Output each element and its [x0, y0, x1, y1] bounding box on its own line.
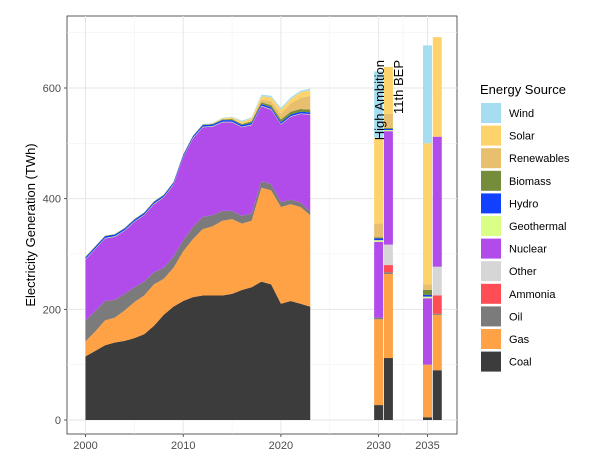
bar-2-nuclear	[383, 131, 393, 245]
legend-key-other	[481, 261, 501, 282]
legend-key-biomass	[481, 170, 501, 191]
bar-3-hydro	[423, 294, 432, 297]
bar-1-geothermal	[374, 240, 384, 242]
legend-key-wind	[481, 103, 501, 123]
legend-label-coal: Coal	[509, 357, 532, 369]
bar-3-coal	[423, 417, 432, 420]
bar-3-solar	[423, 143, 432, 285]
legend-label-renewables: Renewables	[509, 153, 570, 165]
historical-areas	[85, 88, 311, 420]
legend-key-solar	[481, 125, 501, 146]
bar-1-solar	[374, 137, 384, 224]
x-tick-label: 2035	[415, 440, 439, 452]
bar-2-hydro	[383, 128, 393, 131]
bar-1-wind	[374, 71, 384, 138]
x-tick-label: 2010	[171, 440, 195, 452]
bar-3-wind	[423, 45, 432, 144]
bar-2-oil	[383, 272, 393, 274]
bar-3-gas	[423, 364, 432, 418]
bar-4-coal	[432, 370, 442, 420]
bar-2-gas	[383, 273, 393, 359]
bar-2-ammonia	[383, 265, 393, 273]
x-tick-label: 2000	[73, 440, 97, 452]
legend-key-gas	[481, 329, 501, 349]
legend: Energy Source Wind Solar Renewables Biomass…	[480, 82, 570, 372]
bar-4-gas	[432, 314, 442, 371]
y-axis-label: Electricity Generation (TWh)	[23, 143, 38, 306]
legend-label-nuclear: Nuclear	[509, 244, 547, 256]
bar-3-biomass	[423, 289, 432, 295]
y-tick-label: 600	[43, 83, 61, 95]
bar-2-renewables	[383, 114, 393, 128]
bar-2-geothermal	[383, 130, 393, 132]
bar-2-solar	[383, 66, 393, 114]
legend-key-oil	[481, 306, 501, 327]
bar-3-geothermal	[423, 296, 432, 299]
area-nuclear	[85, 106, 311, 321]
y-tick-label: 400	[43, 194, 61, 206]
x-tick-label: 2030	[366, 440, 390, 452]
area-coal	[85, 281, 311, 420]
legend-key-coal	[481, 351, 501, 372]
bar-2-biomass	[383, 127, 393, 129]
y-tick-label: 0	[55, 415, 61, 427]
legend-label-gas: Gas	[509, 334, 530, 346]
legend-label-wind: Wind	[509, 108, 534, 120]
legend-key-hydro	[481, 193, 501, 214]
scenario-annotations: High Ambition 11th BEP	[372, 60, 406, 140]
bar-1-nuclear	[374, 241, 384, 318]
bar-1-renewables	[374, 223, 384, 238]
scenario-bars	[374, 37, 442, 420]
area-gas	[85, 187, 311, 357]
legend-label-geothermal: Geothermal	[509, 221, 566, 233]
legend-label-hydro: Hydro	[509, 198, 538, 210]
legend-label-other: Other	[509, 266, 537, 278]
scenario-label-2: 11th BEP	[391, 60, 406, 114]
legend-title: Energy Source	[480, 82, 566, 97]
scenario-label-1: High Ambition	[372, 60, 387, 140]
bar-1-oil	[374, 317, 384, 320]
bar-2-coal	[383, 358, 393, 420]
axes: 0 200 400 600 2000 2010 2020 2030 2035	[43, 83, 440, 452]
bar-4-oil	[432, 313, 442, 315]
bar-4-other	[432, 266, 442, 296]
bar-1-gas	[374, 319, 384, 406]
bar-1-coal	[374, 405, 384, 420]
bar-1-hydro	[374, 238, 384, 241]
x-tick-label: 2020	[269, 440, 293, 452]
y-tick-label: 200	[43, 304, 61, 316]
legend-key-renewables	[481, 148, 501, 169]
bar-3-nuclear	[423, 298, 432, 365]
bar-4-ammonia	[432, 295, 442, 314]
legend-label-biomass: Biomass	[509, 176, 552, 188]
bar-4-nuclear	[432, 136, 442, 267]
legend-label-solar: Solar	[509, 131, 535, 143]
legend-label-ammonia: Ammonia	[509, 289, 556, 301]
bar-1-biomass	[374, 237, 384, 239]
legend-label-oil: Oil	[509, 311, 522, 323]
legend-key-ammonia	[481, 283, 501, 304]
area-renewables	[85, 95, 311, 257]
bar-3-renewables	[423, 284, 432, 290]
bar-2-other	[383, 244, 393, 266]
legend-key-geothermal	[481, 216, 501, 236]
legend-key-nuclear	[481, 238, 501, 259]
bar-4-solar	[432, 37, 442, 137]
